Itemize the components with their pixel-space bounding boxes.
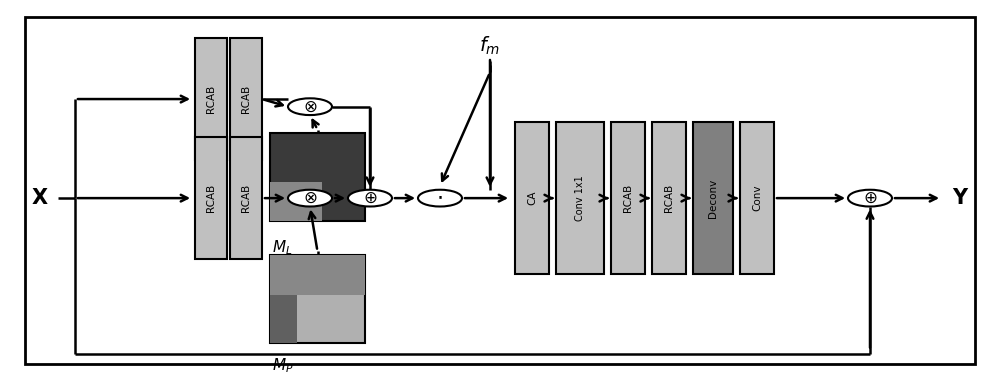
Circle shape [348, 190, 392, 207]
Text: RCAB: RCAB [241, 85, 251, 113]
Text: RCAB: RCAB [206, 184, 216, 212]
Bar [556, 122, 604, 274]
Text: RCAB: RCAB [206, 85, 216, 113]
Text: ⊕: ⊕ [863, 189, 877, 207]
Text: RCAB: RCAB [241, 184, 251, 212]
Text: ⊗: ⊗ [303, 98, 317, 116]
Bar [270, 255, 297, 343]
Bar [611, 122, 645, 274]
Text: Deconv: Deconv [708, 178, 718, 218]
Bar [270, 255, 365, 295]
Text: Conv 1x1: Conv 1x1 [575, 175, 585, 221]
Bar [740, 122, 774, 274]
Text: ⊗: ⊗ [303, 189, 317, 207]
Bar [195, 38, 227, 160]
Text: $M_P$: $M_P$ [272, 356, 294, 375]
Text: ⋅: ⋅ [436, 188, 444, 208]
Bar [195, 137, 227, 259]
Bar [652, 122, 686, 274]
Bar [693, 122, 733, 274]
Circle shape [288, 190, 332, 207]
Circle shape [848, 190, 892, 207]
Bar [270, 255, 365, 343]
Bar [515, 122, 549, 274]
Text: $f_m$: $f_m$ [479, 35, 501, 57]
Bar [270, 182, 322, 221]
Circle shape [418, 190, 462, 207]
Circle shape [288, 98, 332, 115]
Text: Conv: Conv [752, 185, 762, 211]
Text: CA: CA [527, 191, 537, 205]
Text: Y: Y [952, 188, 968, 208]
Text: RCAB: RCAB [664, 184, 674, 212]
Text: $M_L$: $M_L$ [272, 238, 292, 257]
Text: X: X [32, 188, 48, 208]
Bar [230, 137, 262, 259]
Text: ⊕: ⊕ [363, 189, 377, 207]
Bar [270, 133, 365, 221]
Bar [230, 38, 262, 160]
Text: RCAB: RCAB [623, 184, 633, 212]
